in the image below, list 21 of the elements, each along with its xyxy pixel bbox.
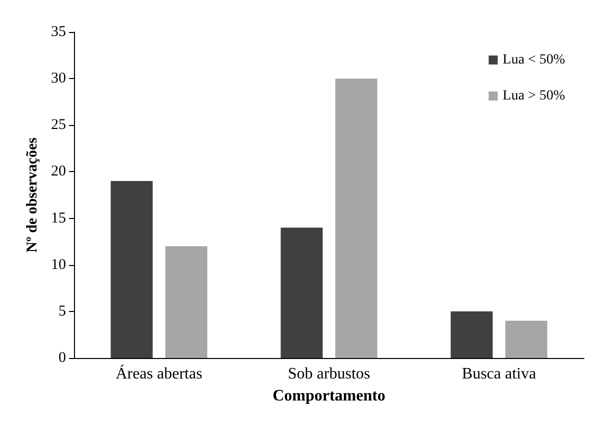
y-tick-label: 10 — [51, 256, 66, 273]
bar — [165, 246, 208, 358]
x-axis-title: Comportamento — [272, 388, 386, 404]
bar — [450, 311, 493, 358]
y-tick-label: 5 — [58, 303, 66, 320]
x-tick-label: Busca ativa — [462, 366, 536, 382]
bar — [280, 228, 323, 358]
y-tick-label: 25 — [51, 117, 66, 134]
x-tick-label: Sob arbustos — [288, 366, 370, 382]
legend-label: Lua < 50% — [502, 52, 566, 68]
bar — [505, 320, 548, 358]
y-tick-label: 30 — [51, 70, 66, 87]
y-tick-label: 0 — [58, 350, 66, 366]
y-tick-label: 20 — [51, 164, 66, 180]
y-tick-label: 15 — [51, 210, 66, 226]
y-axis-title: Nº de observações — [24, 137, 41, 252]
legend-label: Lua > 50% — [502, 88, 566, 104]
bar — [335, 78, 378, 358]
bar — [110, 181, 153, 358]
y-tick-label: 35 — [51, 24, 66, 40]
x-tick-label: Áreas abertas — [116, 364, 202, 382]
